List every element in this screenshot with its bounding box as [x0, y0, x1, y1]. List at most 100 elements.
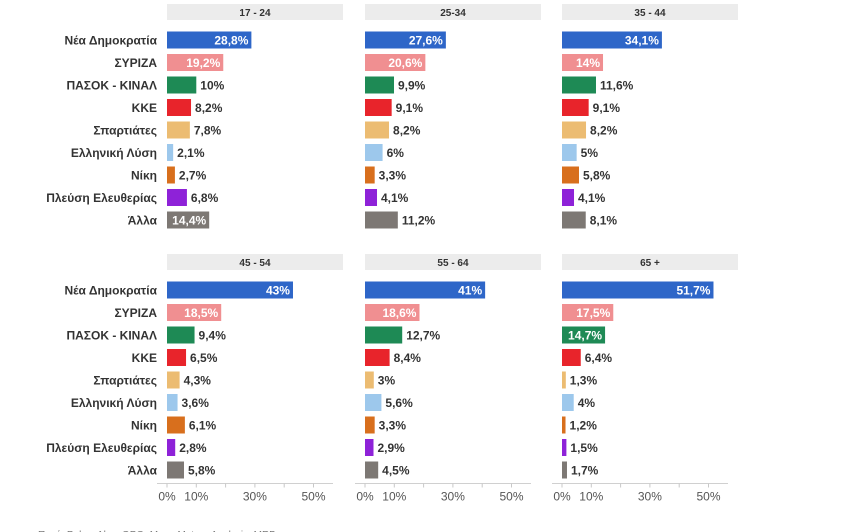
data-label-17-24-8: 14,4% — [172, 214, 206, 228]
bar-45-54-2 — [167, 326, 195, 344]
data-label-35-44-6: 5,8% — [583, 169, 611, 183]
bar-65-5 — [562, 394, 574, 411]
bar-35-44-3 — [562, 99, 589, 116]
data-label-25-34-6: 3,3% — [379, 169, 407, 183]
data-label-55-64-7: 2,9% — [377, 441, 405, 455]
data-label-45-54-6: 6,1% — [189, 419, 217, 433]
category-label-1-2: ΠΑΣΟΚ - ΚΙΝΑΛ — [66, 329, 157, 343]
x-tick-label-65-3: 50% — [696, 490, 720, 504]
bar-45-54-4 — [167, 371, 180, 389]
data-label-65-1: 17,5% — [576, 306, 610, 320]
bar-35-44-4 — [562, 121, 587, 139]
data-label-45-54-7: 2,8% — [179, 441, 207, 455]
bar-35-44-0 — [562, 31, 662, 49]
category-label-0-8: Άλλα — [128, 214, 158, 228]
panel-header-35-44 — [562, 4, 738, 20]
bar-25-34-6 — [365, 166, 375, 184]
category-label-1-3: ΚΚΕ — [132, 351, 157, 365]
data-label-55-64-5: 5,6% — [385, 396, 413, 410]
x-tick-label-45-54-0: 0% — [158, 490, 176, 504]
bar-25-34-5 — [365, 144, 383, 161]
bar-25-34-8 — [365, 211, 398, 229]
bar-35-44-1 — [562, 54, 604, 71]
category-label-0-1: ΣΥΡΙΖΑ — [114, 56, 157, 70]
category-label-1-7: Πλεύση Ελευθερίας — [46, 441, 157, 455]
panel-title-25-34: 25-34 — [440, 8, 466, 19]
data-label-35-44-0: 34,1% — [625, 34, 659, 48]
x-tick-label-65-0: 0% — [553, 490, 571, 504]
bar-17-24-5 — [167, 144, 174, 161]
category-label-0-0: Νέα Δημοκρατία — [64, 34, 157, 48]
category-label-1-4: Σπαρτιάτες — [93, 374, 157, 388]
data-label-45-54-5: 3,6% — [182, 396, 210, 410]
data-label-17-24-6: 2,7% — [179, 169, 207, 183]
bar-65-4 — [562, 371, 566, 389]
data-label-55-64-4: 3% — [378, 374, 396, 388]
data-label-17-24-7: 6,8% — [191, 191, 219, 205]
bar-35-44-8 — [562, 211, 586, 229]
data-label-25-34-7: 4,1% — [381, 191, 409, 205]
bar-65-6 — [562, 416, 566, 434]
panel-title-55-64: 55 - 64 — [437, 258, 469, 269]
data-label-17-24-2: 10% — [200, 79, 224, 93]
data-label-17-24-3: 8,2% — [195, 101, 223, 115]
bar-45-54-5 — [167, 394, 178, 411]
bar-55-64-5 — [365, 394, 382, 411]
bar-65-1 — [562, 304, 614, 321]
bar-45-54-7 — [167, 439, 176, 456]
x-tick-label-55-64-0: 0% — [356, 490, 374, 504]
panel-title-65: 65 + — [640, 258, 660, 269]
data-label-17-24-0: 28,8% — [214, 34, 248, 48]
bar-35-44-5 — [562, 144, 577, 161]
data-label-35-44-1: 14% — [576, 56, 600, 70]
bar-65-2 — [562, 326, 606, 344]
bar-55-64-7 — [365, 439, 374, 456]
bar-55-64-2 — [365, 326, 403, 344]
data-label-35-44-2: 11,6% — [600, 79, 634, 93]
bar-17-24-4 — [167, 121, 190, 139]
data-label-17-24-4: 7,8% — [194, 124, 222, 138]
data-label-35-44-5: 5% — [581, 146, 599, 160]
data-label-45-54-4: 4,3% — [184, 374, 212, 388]
panel-title-45-54: 45 - 54 — [239, 258, 271, 269]
data-label-25-34-4: 8,2% — [393, 124, 421, 138]
bar-55-64-4 — [365, 371, 374, 389]
bar-35-44-6 — [562, 166, 579, 184]
data-label-65-4: 1,3% — [570, 374, 598, 388]
category-label-0-4: Σπαρτιάτες — [93, 124, 157, 138]
category-label-1-8: Άλλα — [128, 464, 158, 478]
source-note: Πηγή: Pulse, Alco, GPO, Marc, Metron Ana… — [38, 529, 276, 532]
category-label-0-6: Νίκη — [131, 169, 157, 183]
data-label-35-44-8: 8,1% — [590, 214, 618, 228]
data-label-55-64-2: 12,7% — [406, 329, 440, 343]
x-tick-label-65-1: 10% — [579, 490, 603, 504]
bar-65-7 — [562, 439, 567, 456]
bar-55-64-6 — [365, 416, 375, 434]
data-label-65-5: 4% — [578, 396, 596, 410]
bar-17-24-1 — [167, 54, 224, 71]
bar-55-64-1 — [365, 304, 420, 321]
bar-45-54-1 — [167, 304, 222, 321]
bar-65-3 — [562, 349, 581, 366]
data-label-45-54-3: 6,5% — [190, 351, 218, 365]
x-tick-label-55-64-1: 10% — [382, 490, 406, 504]
data-label-17-24-5: 2,1% — [177, 146, 205, 160]
x-tick-label-55-64-2: 30% — [441, 490, 465, 504]
bar-17-24-3 — [167, 99, 192, 116]
data-label-17-24-1: 19,2% — [186, 56, 220, 70]
bar-45-54-6 — [167, 416, 185, 434]
category-label-0-5: Ελληνική Λύση — [71, 146, 157, 160]
bar-55-64-8 — [365, 461, 379, 479]
data-label-25-34-0: 27,6% — [409, 34, 443, 48]
category-label-1-0: Νέα Δημοκρατία — [64, 284, 157, 298]
panel-title-35-44: 35 - 44 — [634, 8, 666, 19]
data-label-25-34-5: 6% — [387, 146, 405, 160]
data-label-45-54-8: 5,8% — [188, 464, 216, 478]
bar-45-54-0 — [167, 281, 293, 299]
data-label-55-64-1: 18,6% — [382, 306, 416, 320]
bar-45-54-3 — [167, 349, 187, 366]
data-label-45-54-1: 18,5% — [184, 306, 218, 320]
bar-17-24-8 — [167, 211, 210, 229]
bar-17-24-7 — [167, 189, 187, 206]
